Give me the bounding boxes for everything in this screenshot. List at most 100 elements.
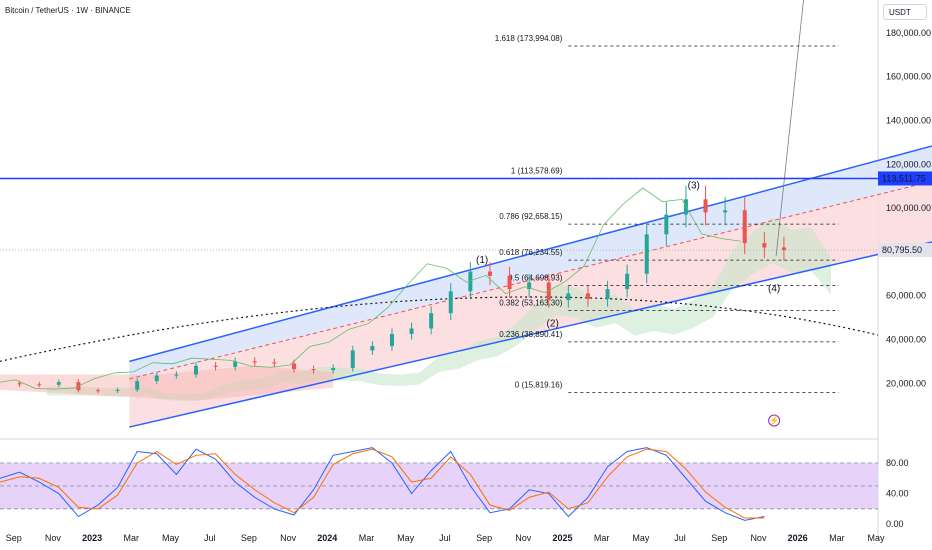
time-tick-label: Nov [45,533,62,543]
fib-level-label: 0.786 (92,658.15) [499,212,562,221]
candle-body[interactable] [233,361,238,367]
time-tick-label: Nov [750,533,767,543]
fib-level-label: 1.618 (173,994.08) [495,34,563,43]
channel-lower-line[interactable] [129,199,932,428]
time-tick-label: Mar [359,533,375,543]
event-marker-icon[interactable] [768,414,781,427]
time-tick-label: Nov [280,533,297,543]
candle-body[interactable] [331,367,336,371]
candle-body[interactable] [291,363,296,370]
stoch-series-line[interactable] [0,447,765,521]
candle-body[interactable] [213,365,218,367]
price-tick-label: 180,000.00 [886,28,931,38]
candle-body[interactable] [409,328,414,334]
currency-button[interactable]: USDT [883,4,927,20]
fib-level-label: 0.382 (53,163.30) [499,299,562,308]
candle-body[interactable] [95,390,100,392]
time-tick-label: Jul [439,533,451,543]
price-tick-label: 40,000.00 [886,334,926,344]
candle-body[interactable] [605,289,610,299]
lightning-icon: ⚡ [769,414,780,426]
candle-body[interactable] [154,375,159,382]
candle-body[interactable] [507,275,512,290]
candle-body[interactable] [781,247,786,251]
candle-body[interactable] [527,282,532,290]
dotted-trend-arc[interactable] [0,296,879,362]
candle-body[interactable] [56,382,61,385]
price-tick-label: 100,000.00 [886,203,931,213]
fib-level-label: 1 (113,578.69) [511,166,563,175]
time-tick-label: Sep [711,533,727,543]
candle-body[interactable] [115,389,120,391]
candle-body[interactable] [135,381,140,390]
stoch-series-line[interactable] [0,448,765,519]
projection-line[interactable] [775,0,804,257]
time-tick-label: Sep [6,533,22,543]
candle-body[interactable] [272,362,277,364]
candle-body[interactable] [487,271,492,276]
candle-body[interactable] [174,374,179,376]
price-tick-label: 20,000.00 [886,378,926,388]
candle-body[interactable] [762,243,767,248]
price-badge[interactable] [878,243,932,258]
time-tick-label: Nov [515,533,532,543]
time-tick-label: Sep [476,533,492,543]
time-tick-label: Mar [829,533,845,543]
candle-body[interactable] [37,384,42,386]
candle-body[interactable] [664,214,669,235]
candle-body[interactable] [370,346,375,351]
channel-lower-zone [129,181,932,428]
time-tick-label: 2023 [82,533,102,543]
price-tick-label: 60,000.00 [886,291,926,301]
candle-body[interactable] [468,271,473,292]
stoch-tick-label: 80.00 [886,458,909,468]
candle-body[interactable] [389,333,394,347]
candle-body[interactable] [17,383,22,385]
price-tick-label: 140,000.00 [886,115,931,125]
fib-level-label: 0.5 (64,698.93) [508,273,563,282]
time-tick-label: May [162,533,180,543]
fib-level-label: 0.618 (76,234.55) [499,248,562,257]
candle-body[interactable] [566,293,571,301]
price-tick-label: 120,000.00 [886,159,931,169]
channel-upper-zone [129,146,932,379]
ichimoku-cloud-red [0,365,334,401]
time-tick-label: Jul [674,533,686,543]
candle-body[interactable] [546,282,551,301]
price-badge[interactable] [878,171,932,186]
wave-label: (2) [547,318,559,329]
candle-body[interactable] [252,361,257,363]
candle-body[interactable] [429,313,434,329]
time-tick-label: Mar [594,533,610,543]
fib-level-label: 0 (15,819.16) [515,380,563,389]
price-badge-label: 80,795.50 [882,245,922,255]
price-badge-label: 113,511.75 [882,173,926,183]
candle-body[interactable] [703,199,708,213]
lagging-span-line [0,187,741,390]
price-axis-area[interactable] [878,0,932,550]
candle-body[interactable] [723,210,728,213]
candle-body[interactable] [625,273,630,290]
candle-body[interactable] [350,350,355,368]
fib-level-label: 0.236 (38,890.41) [499,330,562,339]
candle-body[interactable] [311,369,316,371]
stoch-tick-label: 0.00 [886,519,904,529]
time-tick-label: Mar [124,533,140,543]
candle-body[interactable] [644,234,649,274]
wave-label: (4) [768,283,780,294]
candle-body[interactable] [742,210,747,244]
time-tick-label: Sep [241,533,257,543]
channel-upper-line[interactable] [129,96,932,363]
time-tick-label: 2024 [317,533,337,543]
channel-mid-line[interactable] [129,136,932,380]
time-tick-label: May [397,533,415,543]
candle-body[interactable] [448,291,453,314]
symbol-title: Bitcoin / TetherUS · 1W · BINANCE [5,6,131,15]
wave-label: (1) [476,255,488,266]
candle-body[interactable] [585,293,590,299]
time-tick-label: May [632,533,650,543]
time-tick-label: Jul [204,533,216,543]
candle-body[interactable] [193,365,198,375]
time-tick-label: 2025 [552,533,572,543]
